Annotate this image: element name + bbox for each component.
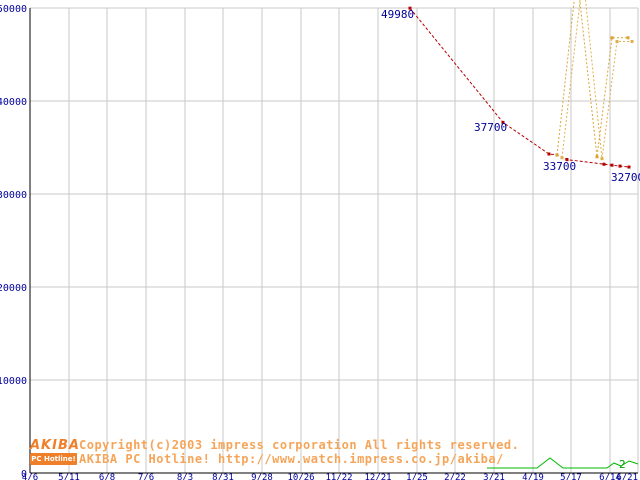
- lowest-price-marker: [627, 165, 631, 169]
- y-axis-tick-label: 10000: [0, 376, 27, 387]
- y-axis-tick-label: 50000: [0, 4, 27, 15]
- x-axis-tick-label: 3/21: [483, 473, 505, 480]
- x-axis-tick-label: 4/19: [522, 473, 544, 480]
- akiba-logo-badge: PC Hotline!: [30, 453, 77, 465]
- price-a-marker: [555, 153, 559, 157]
- value-annotation: 32700: [611, 171, 640, 184]
- lowest-price-marker: [618, 164, 622, 168]
- x-axis-tick-label: 8/3: [177, 473, 193, 480]
- shop-count-line: [487, 457, 639, 469]
- x-axis-tick-label: 7/6: [138, 473, 154, 480]
- lowest-price-marker: [408, 6, 412, 10]
- value-annotation: 2: [619, 458, 626, 471]
- y-axis-tick-label: 40000: [0, 97, 27, 108]
- akiba-logo-title: AKIBA: [30, 438, 80, 453]
- lowest-price-marker: [610, 163, 614, 167]
- lowest-price-marker: [565, 158, 569, 162]
- copyright-text: Copyright(c)2003 impress corporation All…: [79, 438, 520, 452]
- price-b-marker: [615, 39, 619, 43]
- x-axis-tick-label: 6/8: [99, 473, 115, 480]
- lowest-price-marker: [547, 152, 551, 156]
- x-axis-tick-label: 4/6: [22, 473, 38, 480]
- price-a-marker: [626, 36, 630, 40]
- x-axis-tick-label: 8/31: [212, 473, 234, 480]
- value-annotation: 33700: [543, 160, 577, 173]
- price-b-marker: [560, 156, 564, 160]
- y-axis-tick-label: 20000: [0, 283, 27, 294]
- price-b-line: [561, 0, 632, 159]
- x-axis-tick-label: 5/17: [560, 473, 582, 480]
- x-axis-tick-label: 11/22: [325, 473, 352, 480]
- lowest-price-line: [409, 7, 630, 168]
- x-axis-tick-label: 1/25: [406, 473, 428, 480]
- price-a-marker: [610, 36, 614, 40]
- y-axis-tick-label: 0: [21, 469, 27, 480]
- x-axis-tick-label: 2/22: [444, 473, 466, 480]
- price-a-line: [556, 0, 628, 157]
- site-url-text: AKIBA PC Hotline! http://www.watch.impre…: [79, 452, 504, 466]
- x-axis-tick-label: 12/21: [364, 473, 391, 480]
- price-b-marker: [600, 157, 604, 161]
- x-axis-tick-label: 6/14: [599, 473, 621, 480]
- value-annotation: 37700: [474, 121, 508, 134]
- akiba-logo: AKIBA PC Hotline!: [30, 438, 80, 465]
- lowest-price-marker: [501, 120, 505, 124]
- y-axis-tick-label: 30000: [0, 190, 27, 201]
- value-annotation: 49980: [381, 8, 415, 21]
- price-b-marker: [630, 39, 634, 43]
- price-a-marker: [595, 155, 599, 159]
- x-axis-tick-label: 6/21: [616, 473, 638, 480]
- x-axis-tick-label: 10/26: [287, 473, 314, 480]
- lowest-price-marker: [602, 162, 606, 166]
- x-axis-tick-label: 5/11: [58, 473, 80, 480]
- x-axis-tick-label: 9/28: [251, 473, 273, 480]
